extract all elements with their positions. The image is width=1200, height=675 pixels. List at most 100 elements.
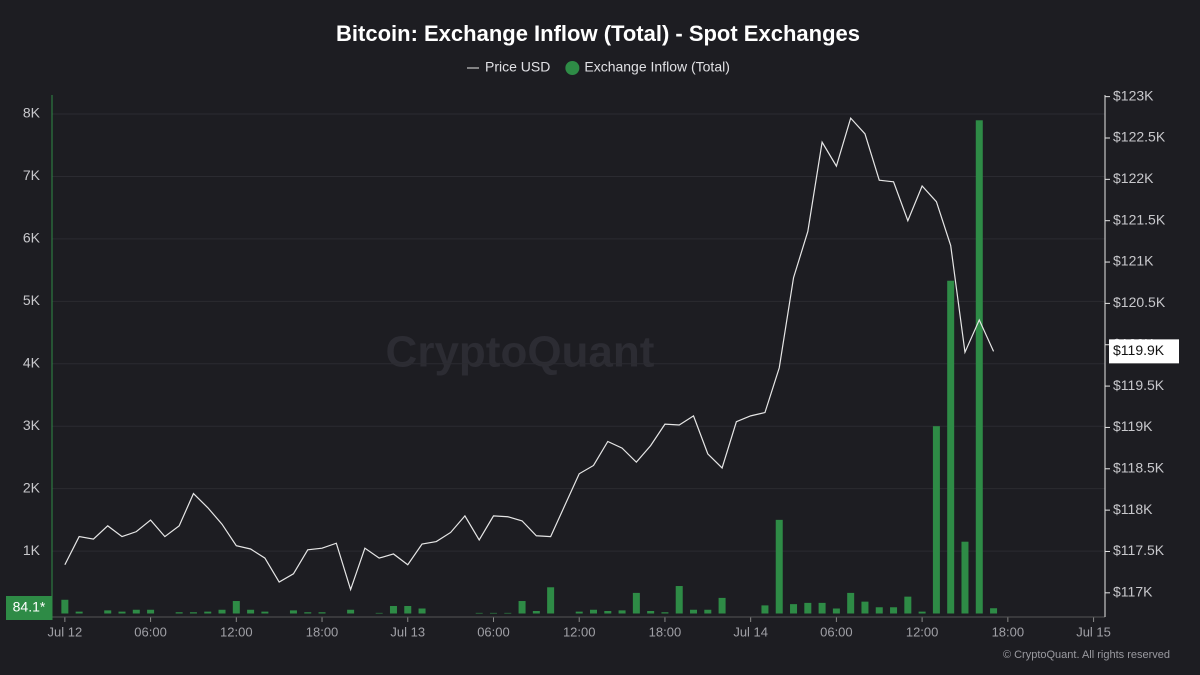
bar [547,587,555,614]
last-inflow-box [6,596,52,620]
bar [704,609,712,614]
bar [818,602,826,614]
bar [761,605,769,614]
bar [389,606,397,614]
bar [932,426,940,614]
y-tick-label: 1K [23,542,41,558]
y-tick-label: 8K [23,105,41,121]
bar [175,612,183,614]
bar [675,586,683,614]
bar [647,611,655,614]
price-line [64,116,995,592]
x-tick-label: Jul 12 [48,624,83,639]
copyright: © CryptoQuant. All rights reserved [1003,649,1170,661]
y2-tick-label: $119K [1113,418,1153,434]
bar [218,609,226,614]
legend-label: Exchange Inflow (Total) [584,59,730,75]
y-tick-label: 6K [23,230,41,246]
bar [75,611,83,614]
bar [604,611,612,614]
bar [318,612,326,614]
bar [832,608,840,614]
bar [661,612,669,614]
last-inflow-label: 84.1* [13,599,46,615]
chart-title: Bitcoin: Exchange Inflow (Total) - Spot … [336,21,860,46]
bar [304,612,312,614]
bar [232,601,240,614]
bar [904,596,912,614]
bar [975,120,983,614]
last-price-box [1109,339,1179,364]
bar [775,519,783,614]
bar [404,606,412,614]
legend-label: Price USD [485,59,550,75]
bar [532,611,540,614]
bar [475,612,483,614]
bar [690,609,698,614]
bar [890,607,898,614]
bar [261,611,269,614]
x-tick-label: 12:00 [563,624,596,639]
bar [118,611,126,614]
x-tick-label: 06:00 [820,624,853,639]
bar [632,592,640,614]
y-tick-label: 7K [23,167,41,183]
watermark: CryptoQuant [386,328,655,377]
x-tick-label: 06:00 [477,624,510,639]
x-tick-label: 18:00 [306,624,339,639]
y2-tick-label: $119.5K [1113,377,1165,393]
bar [590,609,598,614]
bar [861,601,869,614]
bar [618,610,626,614]
y2-tick-label: $118.5K [1113,459,1165,475]
y2-tick-label: $122.5K [1113,129,1166,145]
y2-tick-label: $123K [1113,87,1154,103]
y2-tick-label: $120.5K [1113,294,1166,310]
bar [147,609,155,614]
y2-tick-label: $117.5K [1113,542,1165,558]
y2-tick-label: $121K [1113,253,1154,269]
y2-tick-label: $121.5K [1113,211,1166,227]
bar [489,612,497,614]
legend-swatch [565,61,580,75]
bar [575,611,583,614]
bar [204,611,212,614]
bar [375,612,383,614]
last-price-label: $119.9K [1113,342,1165,358]
y-tick-label: 4K [23,354,41,370]
bar [947,280,955,614]
bar [189,612,197,614]
bar [504,612,512,614]
bar [289,610,297,614]
bar [104,610,112,614]
bar [418,608,426,614]
y-tick-label: 5K [23,292,41,308]
bar [132,609,140,614]
x-tick-label: 12:00 [220,624,253,639]
bar [918,611,926,614]
legend: Price USD Exchange Inflow (Total) [467,59,730,75]
bar [718,597,726,614]
bar [247,609,255,614]
bar [847,592,855,614]
x-tick-label: Jul 14 [733,624,768,639]
x-tick-label: Jul 13 [390,624,425,639]
y2-tick-label: $118K [1113,501,1153,517]
bar [875,607,883,614]
x-tick-label: 18:00 [992,624,1025,639]
bar [518,601,526,614]
bar [804,602,812,614]
bar [790,604,798,614]
x-tick-label: 18:00 [649,624,682,639]
bar [61,599,69,614]
x-tick-label: 06:00 [134,624,167,639]
bar [990,608,998,614]
y-tick-label: 2K [23,479,41,495]
y-tick-label: 3K [23,417,41,433]
y2-tick-label: $117K [1113,584,1153,600]
y2-tick-label: $122K [1113,170,1154,186]
x-tick-label: 12:00 [906,624,939,639]
